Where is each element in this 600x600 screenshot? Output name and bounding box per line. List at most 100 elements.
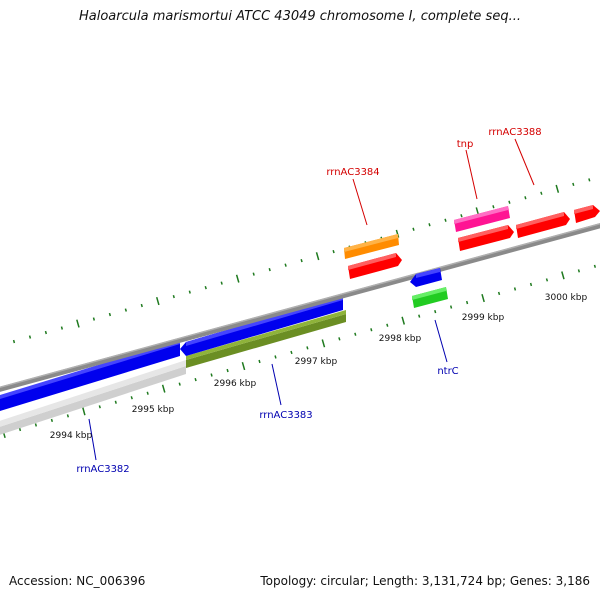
tick-mark: [60, 326, 64, 330]
tick-label-3000: 3000 kbp: [545, 293, 588, 303]
tick-mark: [545, 278, 549, 282]
red-feature-2[interactable]: [458, 225, 514, 251]
tick-mark: [418, 314, 421, 318]
tick-mark: [332, 250, 335, 254]
tick-mark: [284, 263, 287, 267]
tick-mark: [66, 414, 70, 418]
tick-mark: [98, 405, 101, 409]
tick-mark: [354, 332, 357, 336]
tick-mark: [524, 196, 527, 200]
tick-mark: [395, 229, 400, 238]
tick-label-2995: 2995 kbp: [132, 405, 175, 415]
tick-mark: [204, 285, 207, 290]
tick-mark: [300, 259, 303, 263]
tick-mark: [540, 191, 543, 195]
tick-label-2997: 2997 kbp: [295, 357, 338, 367]
ntrC-feature[interactable]: [410, 268, 442, 287]
tick-mark: [210, 373, 213, 377]
tick-mark: [194, 378, 197, 382]
tick-mark: [108, 312, 112, 317]
tick-mark: [258, 359, 261, 364]
tick-mark: [92, 317, 96, 321]
pink-feature[interactable]: [454, 206, 510, 232]
olive-feature[interactable]: [186, 310, 346, 368]
tick-mark: [155, 296, 160, 306]
tick-label-2996: 2996 kbp: [214, 379, 257, 389]
tick-mark: [444, 218, 447, 222]
green-feature[interactable]: [412, 287, 448, 308]
tick-mark: [555, 184, 560, 193]
tick-mark: [28, 335, 32, 339]
map-title: Haloarcula marismortui ATCC 43049 chromo…: [79, 9, 521, 24]
tick-mark: [188, 290, 191, 294]
tick-mark: [338, 337, 341, 341]
tick-mark: [481, 293, 485, 303]
tick-mark: [321, 339, 326, 348]
gene-label-rrnAC3382[interactable]: rrnAC3382: [76, 464, 129, 475]
tick-mark: [268, 268, 271, 272]
gene-label-rrnAC3384[interactable]: rrnAC3384: [326, 167, 379, 178]
tick-mark: [44, 330, 48, 335]
tick-mark: [508, 200, 511, 204]
tick-mark: [401, 316, 406, 325]
tick-mark: [252, 272, 255, 276]
tick-mark: [370, 328, 373, 332]
tick-mark: [412, 227, 415, 231]
leader-lines: [88, 138, 535, 461]
tick-mark: [12, 339, 16, 344]
tick-mark: [50, 418, 54, 423]
red-feature-4[interactable]: [574, 205, 600, 223]
tick-mark: [306, 346, 309, 350]
tick-mark: [449, 305, 453, 309]
tick-mark: [460, 214, 463, 218]
tick-mark: [76, 319, 80, 328]
tick-mark: [492, 205, 495, 209]
gene-label-rrnAC3383[interactable]: rrnAC3383: [259, 410, 312, 421]
gene-label-rrnAC3388[interactable]: rrnAC3388: [488, 127, 541, 138]
orange-feature[interactable]: [344, 234, 399, 259]
tick-mark: [386, 323, 389, 327]
accession-text: Accession: NC_006396: [9, 574, 146, 588]
tick-mark: [561, 271, 565, 280]
tick-mark: [140, 303, 143, 308]
tick-mark: [465, 300, 469, 305]
tick-mark: [241, 361, 246, 371]
tick-label-2999: 2999 kbp: [462, 313, 505, 323]
tick-mark: [220, 281, 223, 285]
red-feature-3[interactable]: [516, 212, 570, 238]
tick-mark: [428, 223, 431, 227]
tick-mark: [18, 427, 22, 432]
red-feature-1[interactable]: [348, 253, 402, 279]
tick-mark: [274, 355, 277, 359]
backbone: [0, 222, 600, 392]
tick-mark: [124, 308, 128, 312]
tick-mark: [577, 269, 581, 273]
tick-mark: [315, 252, 320, 261]
tick-mark: [497, 291, 501, 296]
tick-mark: [82, 407, 86, 416]
tick-mark: [290, 350, 293, 355]
tick-mark: [235, 274, 240, 283]
grey-feature[interactable]: [0, 360, 186, 438]
tick-mark: [588, 178, 591, 182]
tick-mark: [178, 382, 181, 386]
tick-mark: [513, 287, 517, 291]
tick-mark: [434, 310, 437, 314]
gene-label-ntrC[interactable]: ntrC: [437, 366, 458, 377]
tick-mark: [114, 400, 117, 404]
tick-label-2994: 2994 kbp: [50, 431, 93, 441]
tick-mark: [146, 391, 149, 395]
tick-mark: [593, 264, 597, 268]
tick-mark: [529, 282, 533, 287]
tick-mark: [34, 423, 38, 427]
tick-mark: [572, 182, 575, 186]
tick-mark: [130, 396, 133, 400]
tick-mark: [226, 368, 229, 373]
topology-text: Topology: circular; Length: 3,131,724 bp…: [260, 574, 590, 588]
tick-mark: [172, 294, 175, 299]
tick-mark: [161, 384, 166, 393]
tick-label-2998: 2998 kbp: [379, 334, 422, 344]
gene-label-tnp[interactable]: tnp: [457, 139, 474, 150]
